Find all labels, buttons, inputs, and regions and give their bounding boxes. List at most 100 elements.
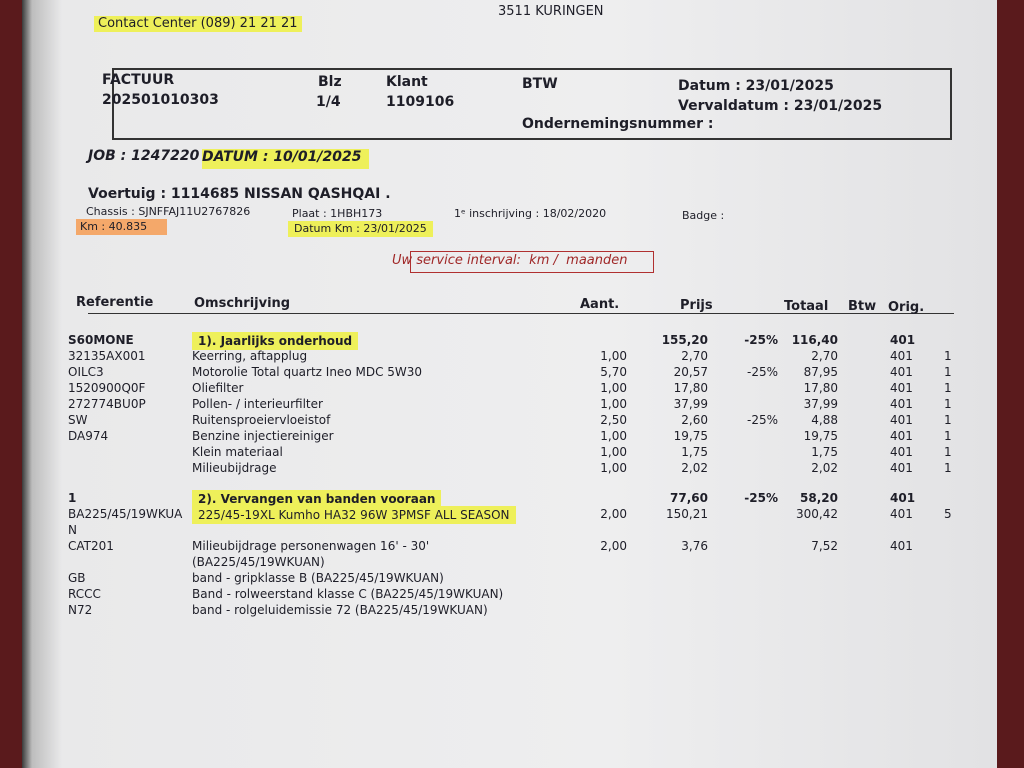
cell-totaal: 116,40 — [791, 333, 838, 347]
cell-btw: 401 — [890, 461, 913, 475]
cell-totaal: 17,80 — [803, 381, 838, 395]
job: JOB : 1247220 — [88, 148, 200, 164]
cell-aant: 2,50 — [600, 413, 627, 427]
cell-orig: 1 — [944, 429, 952, 443]
cell-aant: 1,00 — [600, 349, 627, 363]
cell-btw: 401 — [890, 507, 913, 521]
cell-orig: 1 — [944, 349, 952, 363]
cell-totaal: 300,42 — [796, 507, 838, 521]
cell-ref: 32135AX001 — [68, 349, 146, 363]
value: 1/4 — [316, 94, 341, 110]
cell-totaal: 4,88 — [811, 413, 838, 427]
cell-ref: 272774BU0P — [68, 397, 146, 411]
cell-prijs: 3,76 — [681, 539, 708, 553]
cell-totaal: 1,75 — [811, 445, 838, 459]
cell-prijs: 1,75 — [681, 445, 708, 459]
cell-totaal: 2,70 — [811, 349, 838, 363]
cell-btw: 401 — [890, 539, 913, 553]
header-rule — [88, 313, 954, 314]
cell-ref: GB — [68, 571, 86, 585]
label: Klant — [386, 74, 428, 90]
km: Km : 40.835 — [76, 219, 168, 235]
label: Blz — [318, 74, 342, 90]
cell-ref: N72 — [68, 603, 93, 617]
contact: Contact Center (089) 21 21 21 — [94, 16, 302, 32]
column-header: Btw — [848, 299, 877, 314]
cell-desc: Motorolie Total quartz Ineo MDC 5W30 — [192, 365, 423, 379]
label: Ondernemingsnummer : — [522, 116, 714, 132]
cell-desc: Milieubijdrage personenwagen 16' - 30' (… — [192, 539, 430, 569]
cell-btw: 401 — [890, 381, 913, 395]
cell-desc: 225/45-19XL Kumho HA32 96W 3PMSF ALL SEA… — [192, 506, 516, 524]
cell-prijs: 2,70 — [681, 349, 708, 363]
cell-totaal: 7,52 — [811, 539, 838, 553]
cell-btw: 401 — [890, 365, 913, 379]
cell-orig: 1 — [944, 397, 952, 411]
cell-ref: S60MONE — [68, 333, 134, 347]
cell-prijs: 155,20 — [661, 333, 708, 347]
label: FACTUUR — [102, 72, 175, 88]
cell-ref: CAT201 — [68, 539, 114, 553]
cell-ref: SW — [68, 413, 88, 427]
cell-aant: 1,00 — [600, 381, 627, 395]
column-header: Referentie — [76, 295, 154, 310]
cell-ref: RCCC — [68, 587, 101, 601]
invoice-box — [112, 68, 952, 140]
cell-aant: 1,00 — [600, 461, 627, 475]
cell-desc: Ruitensproeiervloeistof — [192, 413, 331, 427]
column-header: Omschrijving — [194, 296, 291, 311]
cell-orig: 1 — [944, 445, 952, 459]
cell-btw: 401 — [890, 445, 913, 459]
cell-desc: 1). Jaarlijks onderhoud — [192, 332, 359, 350]
cell-orig: 5 — [944, 507, 952, 521]
cell-prijs: 2,60 — [681, 413, 708, 427]
cell-korting: -25% — [744, 333, 778, 347]
column-header: Totaal — [784, 299, 829, 314]
cell-desc: Klein materiaal — [192, 445, 283, 459]
cell-ref: DA974 — [68, 429, 109, 443]
cell-prijs: 37,99 — [673, 397, 708, 411]
cell-aant: 5,70 — [600, 365, 627, 379]
cell-prijs: 17,80 — [673, 381, 708, 395]
cell-aant: 1,00 — [600, 429, 627, 443]
badge: Badge : — [682, 209, 725, 222]
cell-prijs: 20,57 — [673, 365, 708, 379]
cell-totaal: 87,95 — [803, 365, 838, 379]
cell-prijs: 19,75 — [673, 429, 708, 443]
cell-orig: 1 — [944, 381, 952, 395]
service-box — [410, 251, 654, 273]
service-interval: Uw service interval: km / maanden — [392, 253, 628, 268]
km-date: Datum Km : 23/01/2025 — [288, 221, 433, 237]
cell-desc: Pollen- / interieurfilter — [192, 397, 323, 411]
value: Datum : 23/01/2025 — [678, 78, 834, 94]
registration: 1ᵉ inschrijving : 18/02/2020 — [454, 207, 607, 220]
column-header: Prijs — [680, 298, 713, 313]
cell-aant: 2,00 — [600, 539, 627, 553]
cell-btw: 401 — [890, 397, 913, 411]
chassis: Chassis : SJNFFAJ11U2767826 — [86, 205, 251, 218]
cell-desc: Oliefilter — [192, 381, 244, 395]
address: 3511 KURINGEN — [498, 4, 604, 19]
cell-desc: Milieubijdrage — [192, 461, 277, 475]
cell-desc: Band - rolweerstand klasse C (BA225/45/1… — [192, 587, 504, 601]
paper — [22, 0, 997, 768]
cell-btw: 401 — [890, 491, 916, 505]
cell-totaal: 37,99 — [803, 397, 838, 411]
cell-aant: 1,00 — [600, 397, 627, 411]
cell-btw: 401 — [890, 333, 916, 347]
cell-aant: 1,00 — [600, 445, 627, 459]
cell-totaal: 2,02 — [811, 461, 838, 475]
cell-aant: 2,00 — [600, 507, 627, 521]
cell-btw: 401 — [890, 413, 913, 427]
cell-orig: 1 — [944, 413, 952, 427]
value: 202501010303 — [102, 92, 219, 108]
label: BTW — [522, 76, 558, 92]
column-header: Orig. — [888, 300, 925, 315]
cell-korting: -25% — [746, 413, 778, 427]
cell-totaal: 19,75 — [803, 429, 838, 443]
cell-prijs: 77,60 — [670, 491, 708, 505]
cell-desc: 2). Vervangen van banden vooraan — [192, 490, 442, 508]
column-header: Aant. — [580, 297, 620, 312]
cell-ref: 1520900Q0F — [68, 381, 146, 395]
